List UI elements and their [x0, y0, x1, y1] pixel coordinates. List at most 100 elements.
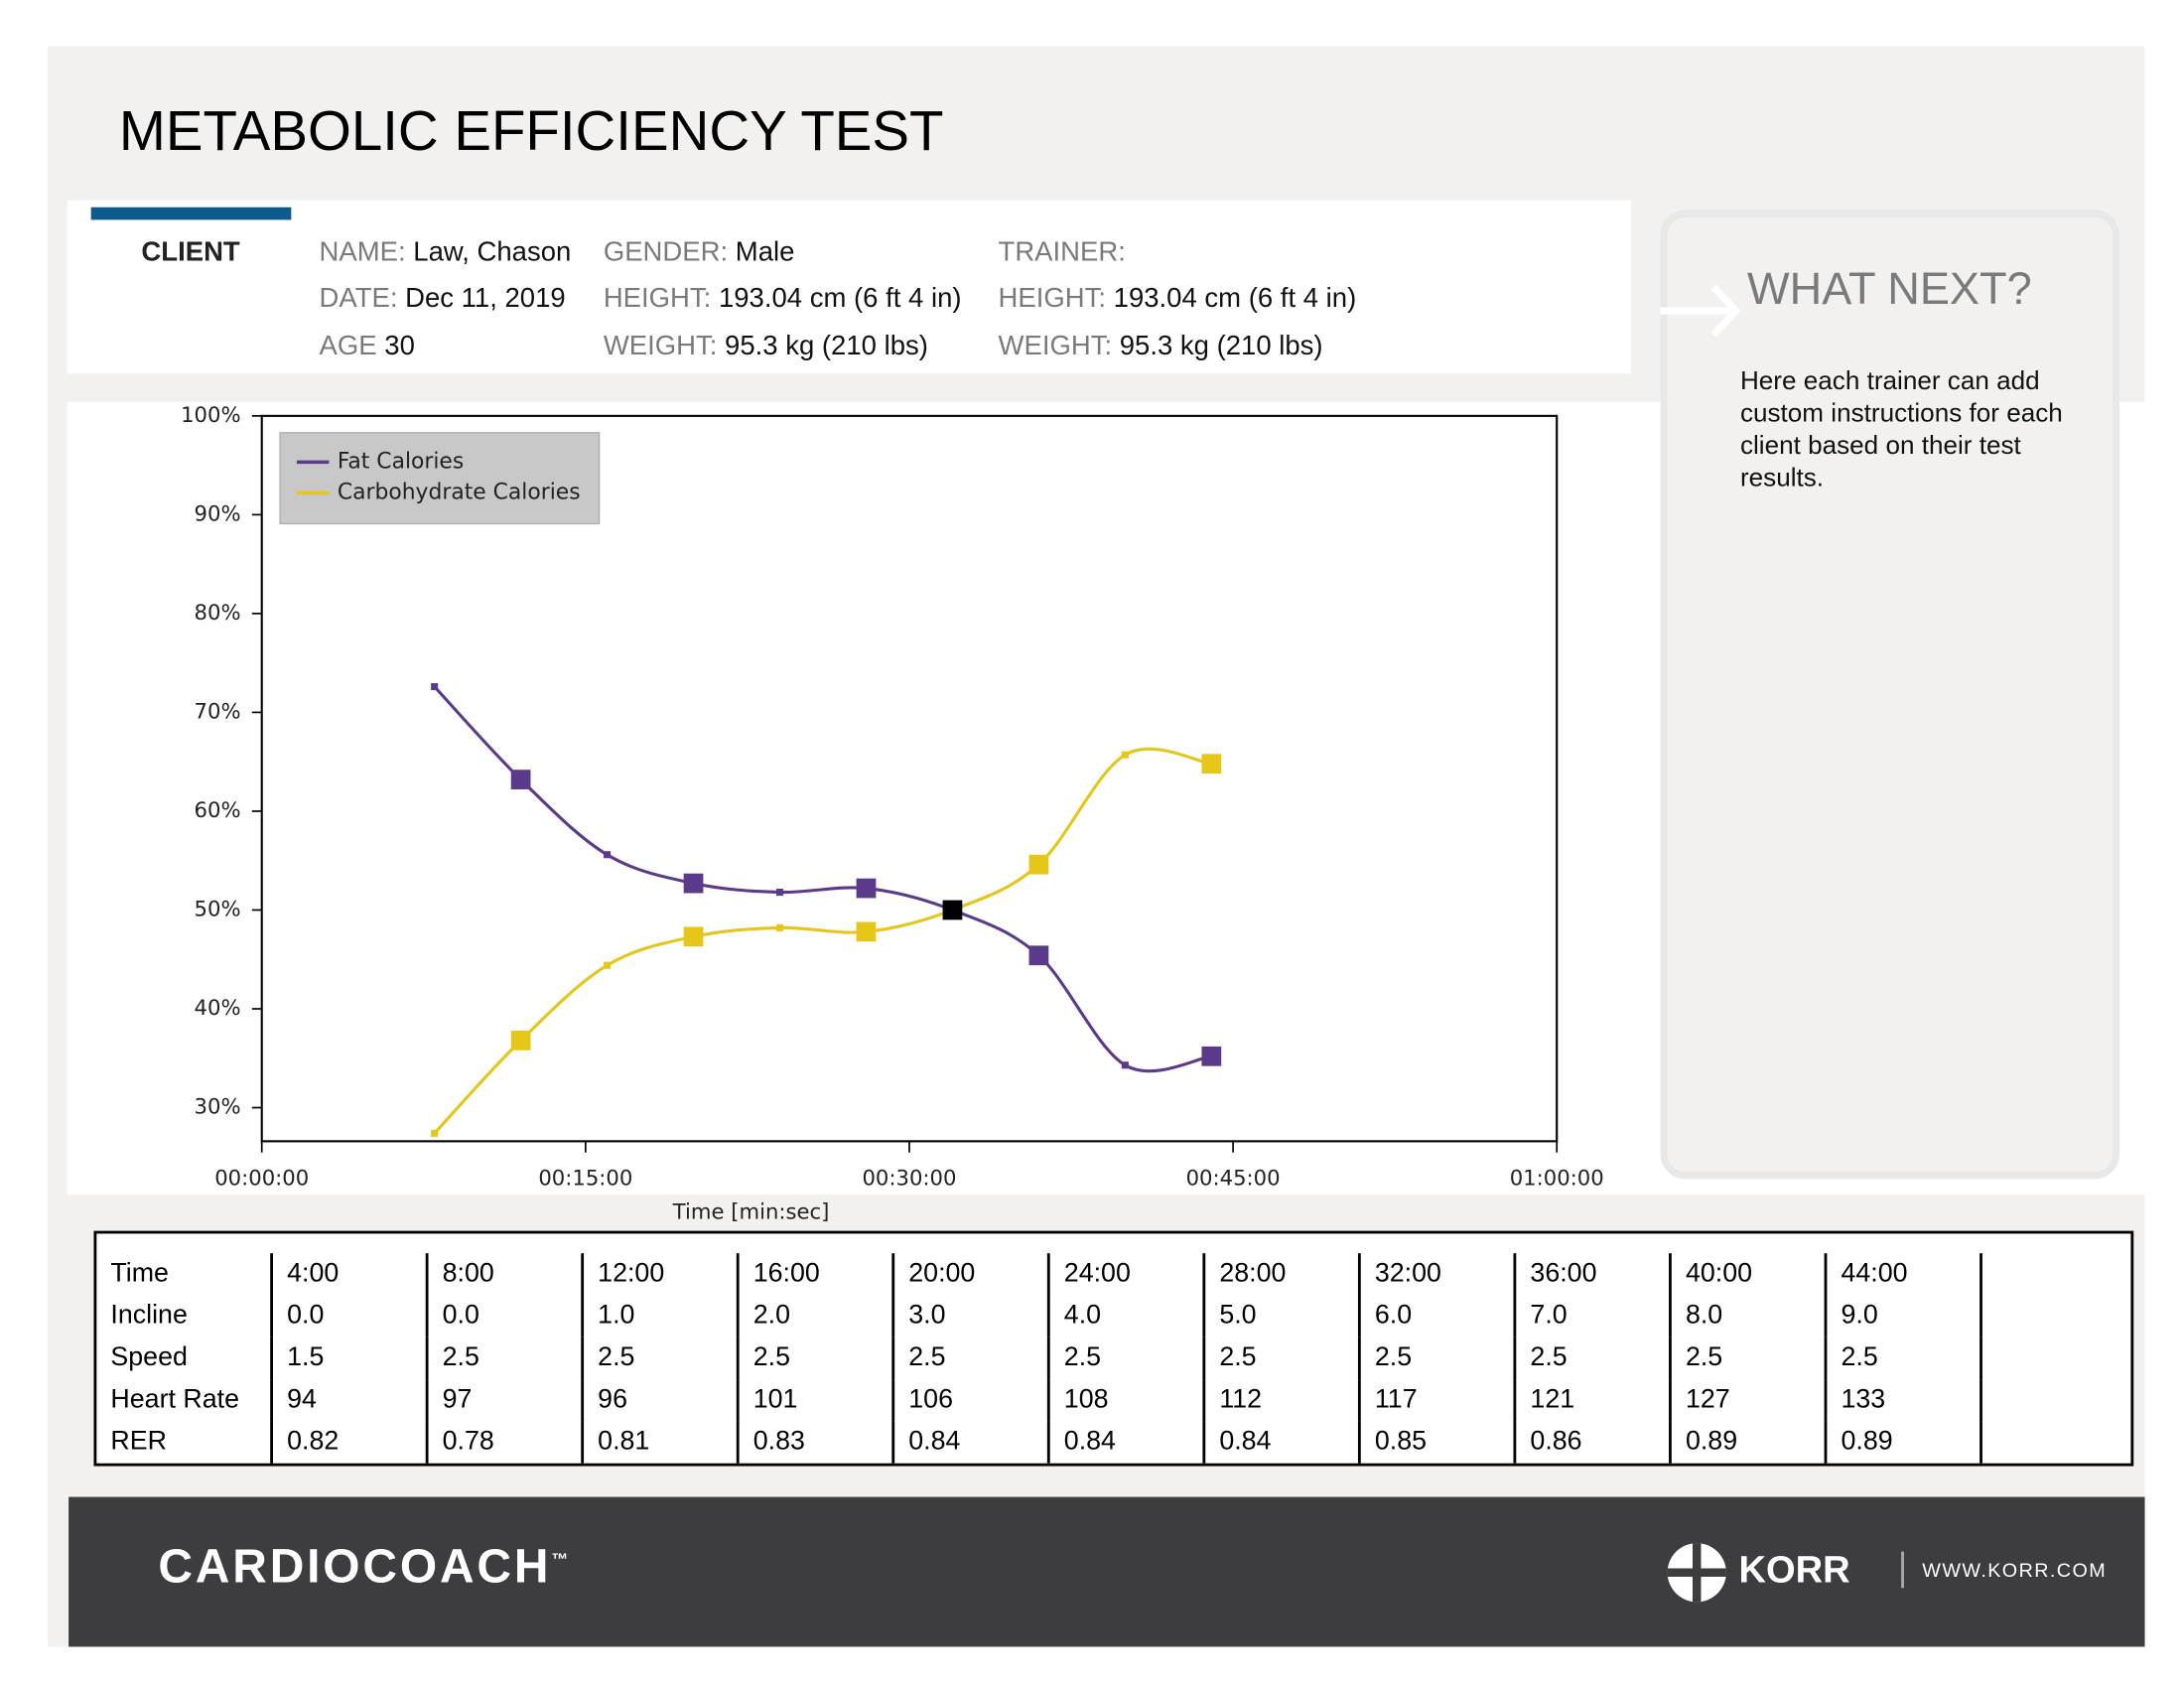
- data-point: [604, 961, 612, 969]
- x-tick-label: 00:15:00: [538, 1165, 632, 1190]
- field-value: 193.04 cm (6 ft 4 in): [718, 282, 962, 314]
- table-cell: 2.5: [1050, 1336, 1206, 1380]
- korr-name: KORR: [1738, 1548, 1850, 1592]
- table-cell: 1.0: [584, 1295, 740, 1337]
- field-value: Law, Chason: [413, 236, 572, 268]
- table-cell: 40:00: [1672, 1253, 1828, 1296]
- table-cell: 2.5: [740, 1336, 895, 1380]
- legend-label: Carbohydrate Calories: [338, 480, 581, 504]
- table-cell: 2.5: [1205, 1336, 1361, 1380]
- data-point: [1201, 1046, 1222, 1066]
- legend-box: [279, 432, 601, 525]
- y-tick-label: 70%: [195, 698, 241, 723]
- x-tick-label: 00:00:00: [214, 1165, 309, 1190]
- field-label: AGE: [319, 330, 377, 361]
- table-cell: 2.5: [584, 1336, 740, 1380]
- x-tick-label: 00:45:00: [1186, 1165, 1281, 1190]
- table-cell: 4:00: [273, 1253, 429, 1296]
- table-cell: 0.84: [894, 1421, 1050, 1464]
- table-cell: 121: [1516, 1379, 1672, 1422]
- table-cell: Time: [96, 1253, 274, 1296]
- client-label: CLIENT: [141, 236, 240, 268]
- plot-area: [260, 414, 1559, 1143]
- table-cell: 1.5: [273, 1336, 429, 1380]
- table-cell: 44:00: [1827, 1253, 1982, 1296]
- field-value: 95.3 kg (210 lbs): [725, 330, 928, 361]
- table-cell: 0.85: [1361, 1421, 1517, 1464]
- legend-label: Fat Calories: [338, 449, 464, 474]
- table-cell: 133: [1827, 1379, 1982, 1422]
- trademark: ™: [551, 1549, 572, 1570]
- table-cell: 94: [273, 1379, 429, 1422]
- what-next-title: WHAT NEXT?: [1747, 263, 2032, 314]
- table-cell: 0.78: [429, 1421, 585, 1464]
- what-next-text: Here each trainer can add custom instruc…: [1739, 365, 2063, 492]
- table-cell: 2.5: [1672, 1336, 1828, 1380]
- y-tick-label: 100%: [181, 402, 240, 427]
- table-cell: 5.0: [1205, 1295, 1361, 1337]
- footer: [68, 1496, 2145, 1647]
- field-label: HEIGHT:: [998, 282, 1107, 314]
- table-cell: 9.0: [1827, 1295, 1982, 1337]
- data-table: Time 4:00 8:00 12:00 16:00 20:00 24:00 28:00 32:…: [93, 1230, 2136, 1467]
- data-point: [510, 1030, 531, 1051]
- table-cell: 0.89: [1827, 1421, 1982, 1464]
- table-cell: 0.89: [1672, 1421, 1828, 1464]
- table-cell: 96: [584, 1379, 740, 1422]
- data-point: [775, 889, 784, 897]
- client-field: HEIGHT: 193.04 cm (6 ft 4 in): [604, 283, 962, 315]
- y-tick-label: 50%: [195, 896, 241, 920]
- table-cell: 0.0: [429, 1295, 585, 1337]
- table-cell: 0.0: [273, 1295, 429, 1337]
- accent-bar: [90, 207, 292, 220]
- table-cell: 2.5: [894, 1336, 1050, 1380]
- table-cell: 12:00: [584, 1253, 740, 1296]
- empty-cell: [1982, 1379, 2136, 1421]
- data-point: [431, 683, 439, 691]
- field-value: 193.04 cm (6 ft 4 in): [1113, 282, 1357, 314]
- data-point: [431, 1129, 439, 1137]
- y-tick-label: 80%: [195, 600, 241, 625]
- x-axis-label: Time [min:sec]: [672, 1198, 830, 1223]
- client-field: HEIGHT: 193.04 cm (6 ft 4 in): [999, 283, 1357, 315]
- table-cell: 32:00: [1361, 1253, 1517, 1296]
- table-cell: 2.5: [1361, 1336, 1517, 1380]
- table-cell: 0.86: [1516, 1421, 1672, 1464]
- table-cell: 3.0: [894, 1295, 1050, 1337]
- table-cell: 0.83: [740, 1421, 895, 1464]
- field-label: TRAINER:: [998, 236, 1126, 268]
- table-cell: 127: [1672, 1379, 1828, 1422]
- client-field: DATE: Dec 11, 2019: [320, 283, 566, 315]
- client-field: TRAINER:: [999, 236, 1126, 268]
- field-label: WEIGHT:: [603, 330, 718, 361]
- table-cell: 28:00: [1205, 1253, 1361, 1296]
- table-cell: 106: [894, 1379, 1050, 1422]
- table-cell: 2.5: [1827, 1336, 1982, 1380]
- client-field: WEIGHT: 95.3 kg (210 lbs): [999, 331, 1323, 362]
- x-tick-label: 00:30:00: [862, 1165, 956, 1190]
- data-point: [856, 878, 877, 899]
- website: WWW.KORR.COM: [1922, 1558, 2108, 1582]
- y-tick-label: 60%: [195, 797, 241, 822]
- table-cell: 16:00: [740, 1253, 895, 1296]
- table-cell: 101: [740, 1379, 895, 1422]
- table-cell: 8:00: [429, 1253, 585, 1296]
- table-cell: 112: [1205, 1379, 1361, 1422]
- table-cell: 4.0: [1050, 1295, 1206, 1337]
- data-point: [1028, 945, 1049, 966]
- data-point: [1121, 751, 1129, 759]
- korr-logo: [1667, 1543, 1726, 1603]
- table-cell: 108: [1050, 1379, 1206, 1422]
- table-cell: RER: [96, 1421, 274, 1464]
- client-field: GENDER: Male: [604, 236, 795, 268]
- brand-name: CARDIOCOACH: [158, 1540, 552, 1594]
- table-cell: Speed: [96, 1336, 274, 1380]
- empty-cell: [1982, 1337, 2136, 1379]
- data-point: [775, 923, 784, 931]
- footer-brand: CARDIOCOACH™: [158, 1540, 571, 1595]
- table-cell: 20:00: [894, 1253, 1050, 1296]
- table-cell: 2.0: [740, 1295, 895, 1337]
- table-cell: 7.0: [1516, 1295, 1672, 1337]
- table-cell: Heart Rate: [96, 1379, 274, 1422]
